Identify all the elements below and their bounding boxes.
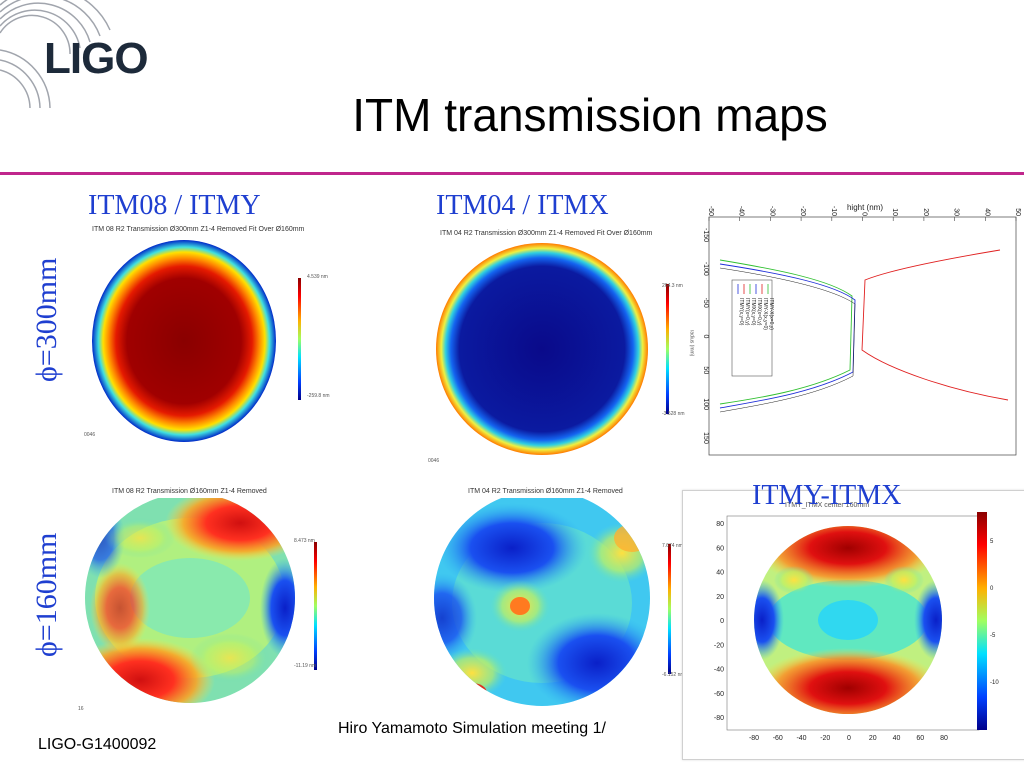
profile-ytick-label: 50 <box>702 366 709 374</box>
colorbar-itmx-300 <box>666 284 669 414</box>
profile-xtick-label: 40 <box>983 208 990 216</box>
corner-label-itmx-300: 0046 <box>428 458 440 464</box>
row-label-300mm: ϕ=300mm <box>30 257 63 382</box>
diff-xtick-label: -40 <box>796 735 806 742</box>
profile-xtick-label: 10 <box>891 208 898 216</box>
diff-cbar-label: 0 <box>990 586 994 592</box>
colorbar-itmy-160 <box>314 542 317 670</box>
cbar-min-itmx-300: -3.528 nm <box>662 411 685 417</box>
cbar-min-itmy-300: -259.8 nm <box>307 393 330 399</box>
profile-ytick-label: -100 <box>702 262 709 276</box>
profile-xtick-label: -40 <box>738 206 745 216</box>
column-label-diff: ITMY-ITMX <box>752 480 902 511</box>
profile-series-line <box>719 267 856 413</box>
colorbar-itmy-300 <box>298 278 301 400</box>
cbar-max-itmx-300: 264.3 nm <box>662 283 683 289</box>
map-itmx-160 <box>434 498 671 706</box>
diff-map-title: ITMY_ITMX center 160mm <box>785 502 870 509</box>
profile-xtick-label: 50 <box>1014 208 1021 216</box>
colorbar-itmx-160 <box>668 544 671 674</box>
diff-cbar-label: 5 <box>990 539 994 545</box>
diff-ytick-label: 20 <box>716 594 724 601</box>
profile-xtick-label: -30 <box>768 206 775 216</box>
cbar-min-itmy-160: -11.19 nm <box>294 663 317 669</box>
profile-xtick-label: -10 <box>830 206 837 216</box>
diff-colorbar <box>977 512 987 730</box>
diff-xtick-label: -20 <box>820 735 830 742</box>
profile-ytick-label: 100 <box>702 398 709 410</box>
diff-map: 80 60 40 20 0 -20 -40 -60 -80 -80 -60 -40 -20 0 20 40 6… <box>714 512 999 742</box>
profile-xtick-label: 20 <box>922 208 929 216</box>
profile-legend-label: ITMY(x,y=0) <box>738 298 744 326</box>
footer-doc-id: LIGO-G1400092 <box>38 736 157 753</box>
diff-ytick-label: 60 <box>716 545 724 552</box>
diff-ytick-label: 80 <box>716 521 724 528</box>
profile-legend-label: ITMX(x,y=0) <box>750 298 756 326</box>
profile-legend-label: ITMY-X(x,y=0) <box>762 298 768 330</box>
diff-ytick-label: -60 <box>714 691 724 698</box>
diff-ytick-label: 0 <box>720 618 724 625</box>
diff-ytick-label: -20 <box>714 642 724 649</box>
profile-legend-box <box>731 279 773 377</box>
corner-label-itmy-160: 16 <box>78 706 84 712</box>
cbar-max-itmy-300: 4.539 nm <box>307 274 328 280</box>
map-title-itmy-160: ITM 08 R2 Transmission Ø160mm Z1-4 Remov… <box>112 488 267 495</box>
profile-ytick-label: 150 <box>702 432 709 444</box>
map-itmy-300 <box>92 240 301 442</box>
profile-xlabel: hight (nm) <box>847 203 883 212</box>
profile-plot: hight (nm) -50 -40 -30 -20 -10 0 10 20 30 40 50 -1… <box>702 203 1021 456</box>
diff-cbar-label: -5 <box>990 633 996 639</box>
slide-title: ITM transmission maps <box>352 89 828 141</box>
corner-label-itmy-300: 0046 <box>84 432 96 438</box>
profile-ytick-label: 0 <box>702 335 709 339</box>
map-itmy-160 <box>85 498 317 703</box>
diff-xtick-label: 80 <box>940 735 948 742</box>
profile-xtick-label: 30 <box>953 208 960 216</box>
diff-cbar-label: -10 <box>990 680 999 686</box>
profile-series-line <box>719 259 853 405</box>
diff-xtick-label: 60 <box>916 735 924 742</box>
footer-author: Hiro Yamamoto Simulation meeting 1/ <box>338 720 606 737</box>
profile-xtick-label: -50 <box>707 206 714 216</box>
map-title-itmy-300: ITM 08 R2 Transmission Ø300mm Z1-4 Remov… <box>92 226 305 233</box>
map-title-itmx-300: ITM 04 R2 Transmission Ø300mm Z1-4 Remov… <box>440 230 653 237</box>
title-divider <box>0 172 1024 175</box>
profile-ytick-label: -50 <box>702 298 709 308</box>
diff-ytick-label: -40 <box>714 667 724 674</box>
diff-ytick-label: -80 <box>714 715 724 722</box>
ligo-logo: LIGO <box>44 34 149 83</box>
profile-xtick-label: 0 <box>861 212 868 216</box>
profile-series-line <box>861 249 1009 401</box>
logo-arcs <box>0 0 111 109</box>
diff-xtick-label: -60 <box>773 735 783 742</box>
diff-xtick-label: 40 <box>893 735 901 742</box>
diff-xtick-label: -80 <box>749 735 759 742</box>
profile-legend-label: ITMX(x=0,y) <box>756 298 762 326</box>
diff-xtick-label: 0 <box>847 735 851 742</box>
map-title-itmx-160: ITM 04 R2 Transmission Ø160mm Z1-4 Remov… <box>468 488 623 495</box>
diff-ytick-label: 40 <box>716 570 724 577</box>
column-label-itmy: ITM08 / ITMY <box>88 190 261 221</box>
column-label-itmx: ITM04 / ITMX <box>436 190 609 221</box>
cbar-max-itmx-160: 7.674 nm <box>662 543 683 549</box>
row-label-160mm: ϕ=160mm <box>30 532 63 657</box>
profile-xtick-label: -20 <box>799 206 806 216</box>
profile-legend-label: ITMY(x=0,y) <box>744 298 750 326</box>
cbar-max-itmy-160: 8.473 nm <box>294 538 315 544</box>
profile-legend-label: ITMY-X(x=0,y) <box>768 298 774 330</box>
profile-ytick-label: -150 <box>702 228 709 242</box>
map-itmx-300 <box>436 243 669 455</box>
diff-xtick-label: 20 <box>869 735 877 742</box>
cbar-min-itmx-160: -6.152 nm <box>662 672 685 678</box>
